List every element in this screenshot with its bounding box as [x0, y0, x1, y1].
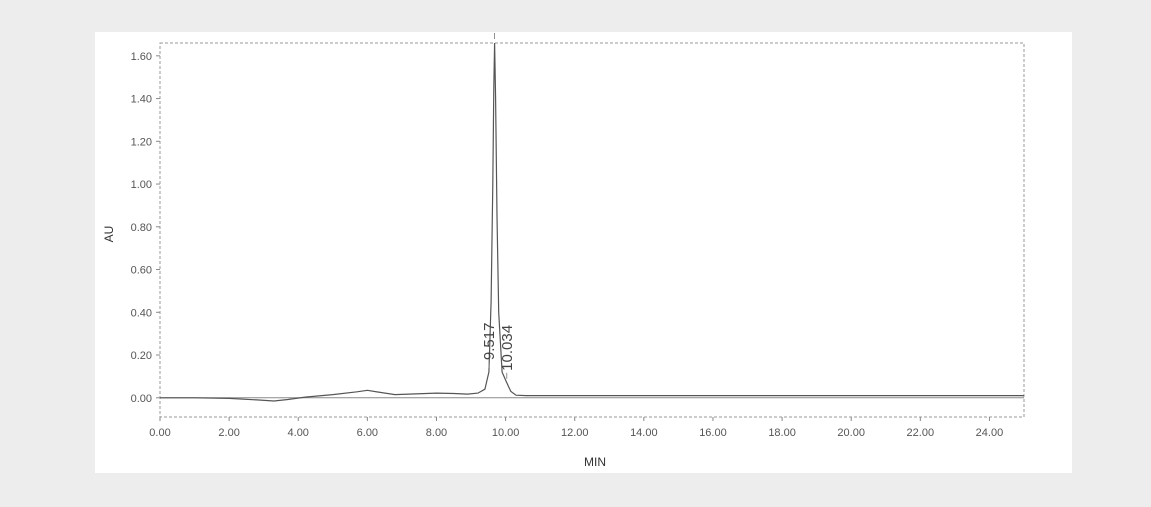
- y-tick-label: 0.40: [131, 307, 152, 319]
- x-tick-label: 0.00: [149, 427, 170, 439]
- x-tick-label: 16.00: [699, 427, 727, 439]
- y-tick-label: 1.60: [131, 51, 152, 63]
- x-tick-label: 24.00: [976, 427, 1004, 439]
- chromatogram-chart: 0.00 0.20 0.40 0.60 0.80 1.00 1.20 1.40 1.60 0.0…: [102, 33, 1025, 469]
- y-tick-label: 0.20: [131, 350, 152, 362]
- plot-frame: [159, 42, 1025, 418]
- peak-label: 10.034: [499, 325, 516, 371]
- y-tick-label: 0.00: [131, 393, 152, 405]
- x-tick-label: 6.00: [357, 427, 378, 439]
- x-tick-label: 8.00: [426, 427, 447, 439]
- x-tick-label: 22.00: [907, 427, 935, 439]
- x-axis-title: MIN: [584, 455, 606, 469]
- x-tick-label: 18.00: [768, 427, 796, 439]
- y-axis: 0.00 0.20 0.40 0.60 0.80 1.00 1.20 1.40 1.60: [131, 51, 160, 405]
- x-tick-label: 4.00: [288, 427, 309, 439]
- x-tick-label: 14.00: [630, 427, 658, 439]
- y-axis-title: AU: [102, 226, 116, 243]
- y-tick-label: 0.60: [131, 265, 152, 277]
- y-tick-label: 1.20: [131, 136, 152, 148]
- chromatogram-trace: [160, 42, 1024, 402]
- x-tick-label: 10.00: [492, 427, 520, 439]
- y-tick-label: 1.40: [131, 94, 152, 106]
- y-tick-label: 0.80: [131, 222, 152, 234]
- y-tick-label: 1.00: [131, 179, 152, 191]
- x-tick-label: 20.00: [837, 427, 865, 439]
- chart-card: 0.00 0.20 0.40 0.60 0.80 1.00 1.20 1.40 1.60 0.0…: [95, 32, 1072, 473]
- x-tick-label: 2.00: [218, 427, 239, 439]
- x-tick-label: 12.00: [561, 427, 589, 439]
- x-axis: 0.00 2.00 4.00 6.00 8.00 10.00 12.00 14.00 16.00…: [149, 417, 1003, 439]
- peak-label: 9.517: [481, 323, 498, 361]
